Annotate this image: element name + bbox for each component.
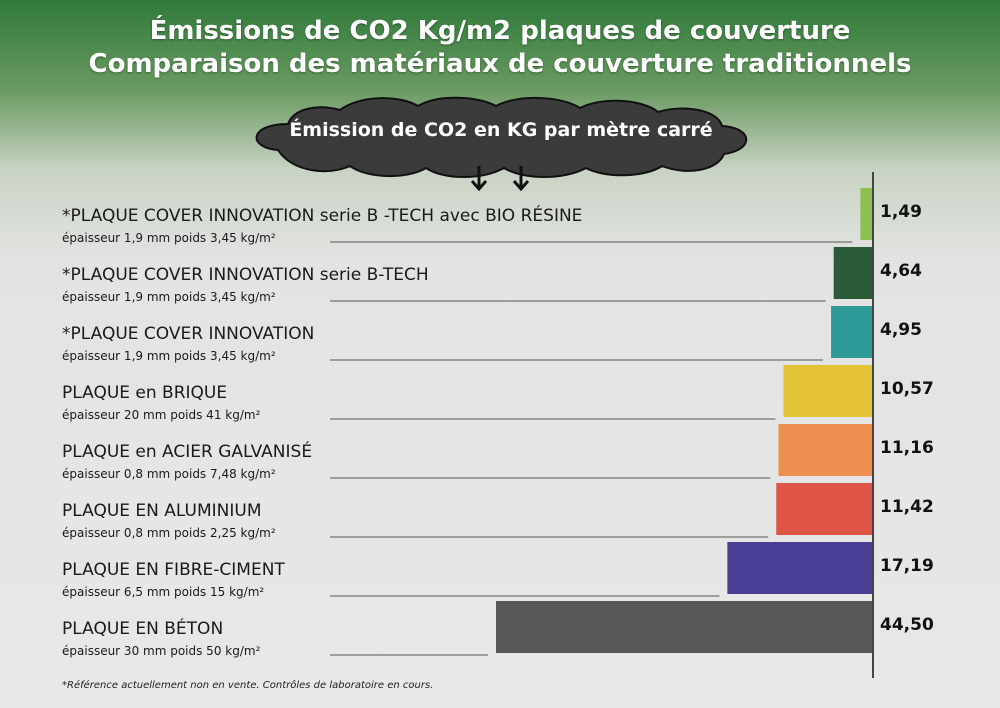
value-label: 4,95 xyxy=(880,320,922,340)
bar-3 xyxy=(831,306,873,358)
bar-7 xyxy=(727,542,873,594)
chart-subtitle: Comparaison des matériaux de couverture … xyxy=(88,49,912,79)
category-label: *PLAQUE COVER INNOVATION serie B -TECH a… xyxy=(62,206,583,226)
arrow-down-icon xyxy=(512,166,530,192)
category-label: PLAQUE EN ALUMINIUM xyxy=(62,501,262,521)
value-label: 11,42 xyxy=(880,497,934,517)
chart-title: Émissions de CO2 Kg/m2 plaques de couver… xyxy=(149,16,851,46)
category-subtitle: épaisseur 30 mm poids 50 kg/m² xyxy=(62,644,261,658)
value-label: 11,16 xyxy=(880,438,934,458)
category-label: PLAQUE en ACIER GALVANISÉ xyxy=(62,442,313,462)
category-label: *PLAQUE COVER INNOVATION xyxy=(62,324,315,344)
arrow-down-icon xyxy=(470,166,488,192)
category-subtitle: épaisseur 20 mm poids 41 kg/m² xyxy=(62,408,261,422)
value-label: 4,64 xyxy=(880,261,922,281)
cloud-label: Émission de CO2 en KG par mètre carré xyxy=(289,119,713,141)
value-label: 17,19 xyxy=(880,556,934,576)
bar-2 xyxy=(833,247,873,299)
category-label: PLAQUE EN BÉTON xyxy=(62,619,224,639)
category-label: PLAQUE en BRIQUE xyxy=(62,383,228,403)
bar-5 xyxy=(778,424,873,476)
value-label: 10,57 xyxy=(880,379,934,399)
category-label: *PLAQUE COVER INNOVATION serie B-TECH xyxy=(62,265,429,285)
value-label: 44,50 xyxy=(880,615,934,635)
category-label: PLAQUE EN FIBRE-CIMENT xyxy=(62,560,285,580)
bar-1 xyxy=(860,188,873,240)
footnote: *Référence actuellement non en vente. Co… xyxy=(62,680,434,691)
bar-4 xyxy=(783,365,873,417)
cloud-shape xyxy=(255,96,748,178)
category-subtitle: épaisseur 1,9 mm poids 3,45 kg/m² xyxy=(62,349,276,363)
bar-8 xyxy=(496,601,873,653)
category-subtitle: épaisseur 6,5 mm poids 15 kg/m² xyxy=(62,585,265,599)
value-label: 1,49 xyxy=(880,202,922,222)
category-subtitle: épaisseur 0,8 mm poids 7,48 kg/m² xyxy=(62,467,276,481)
category-subtitle: épaisseur 1,9 mm poids 3,45 kg/m² xyxy=(62,231,276,245)
category-subtitle: épaisseur 1,9 mm poids 3,45 kg/m² xyxy=(62,290,276,304)
category-subtitle: épaisseur 0,8 mm poids 2,25 kg/m² xyxy=(62,526,276,540)
bar-6 xyxy=(776,483,873,535)
